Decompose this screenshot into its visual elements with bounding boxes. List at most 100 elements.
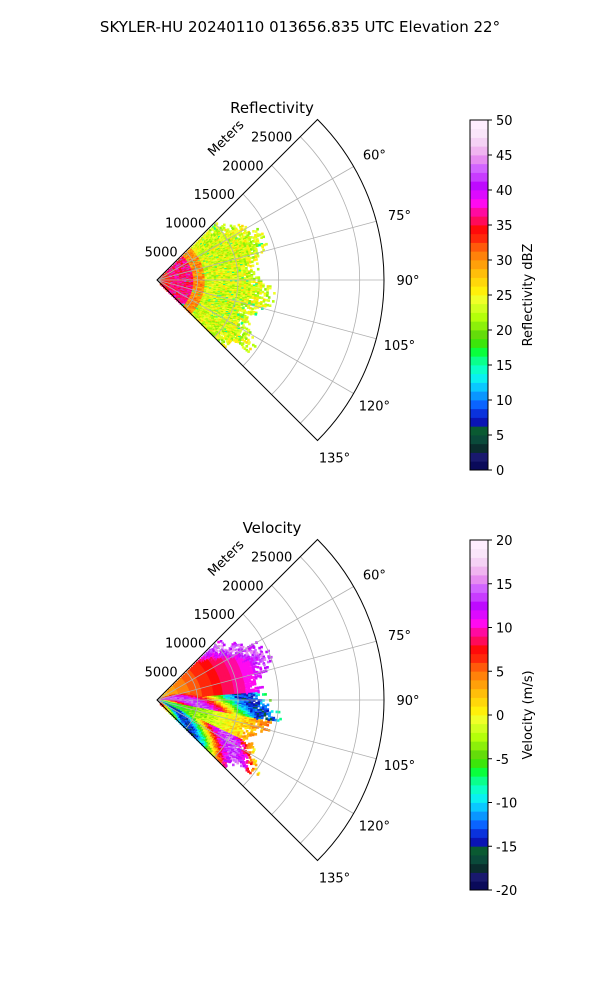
range-tick-label: 20000 — [222, 159, 263, 174]
colorbar-tick-label: 15 — [496, 359, 513, 374]
colorbar-segment — [470, 802, 488, 812]
colorbar-segment — [470, 128, 488, 138]
azimuth-tick-label: 105° — [384, 339, 415, 354]
panel-reflectivity: Reflectivity 5000 10000 15000 20000 25000 Mete… — [145, 99, 536, 479]
colorbar-segment — [470, 671, 488, 681]
colorbar-tick-label: -10 — [496, 797, 517, 812]
range-tick-label: 15000 — [194, 188, 235, 203]
colorbar-segment — [470, 566, 488, 576]
colorbar-tick-label: 0 — [496, 464, 504, 479]
colorbar-segment — [470, 400, 488, 410]
colorbar-segment — [470, 548, 488, 558]
azimuth-line — [156, 279, 354, 394]
colorbar-segment — [470, 583, 488, 593]
colorbar-segment — [470, 330, 488, 340]
colorbar-segment — [470, 312, 488, 322]
colorbar-tick-label: -5 — [496, 753, 509, 768]
azimuth-line — [156, 640, 377, 701]
colorbar-segment — [470, 242, 488, 252]
polar-grid — [156, 136, 384, 424]
colorbar-segment — [470, 846, 488, 856]
colorbar-segment — [470, 732, 488, 742]
azimuth-tick-label: 60° — [363, 569, 386, 584]
colorbar-segment — [470, 592, 488, 602]
colorbar-tick-label: 10 — [496, 394, 513, 409]
colorbar-tick-label: 0 — [496, 709, 504, 724]
colorbar: 0 5 10 15 20 25 30 35 40 45 50 Reflectivity dBZ — [469, 114, 536, 479]
azimuth-tick-label: 135° — [319, 871, 350, 886]
azimuth-tick-label: 90° — [396, 274, 419, 289]
colorbar-segment — [470, 557, 488, 567]
colorbar-segment — [470, 120, 488, 130]
azimuth-line — [156, 699, 377, 760]
azimuth-tick-label: 90° — [396, 694, 419, 709]
colorbar-tick-label: 5 — [496, 429, 504, 444]
colorbar-segment — [470, 347, 488, 357]
colorbar-tick-label: 15 — [496, 578, 513, 593]
colorbar-segment — [470, 881, 488, 891]
colorbar-segment — [470, 627, 488, 637]
colorbar-segment — [470, 268, 488, 278]
colorbar-segment — [470, 837, 488, 847]
colorbar-segment — [470, 706, 488, 716]
panel-title: Velocity — [243, 519, 302, 537]
colorbar-segment — [470, 443, 488, 453]
colorbar-segment — [470, 540, 488, 550]
colorbar-segment — [470, 872, 488, 882]
colorbar-segment — [470, 776, 488, 786]
colorbar-segment — [470, 338, 488, 348]
azimuth-tick-label: 60° — [363, 149, 386, 164]
colorbar-segment — [470, 828, 488, 838]
colorbar-segment — [470, 216, 488, 226]
colorbar-tick-label: 20 — [496, 324, 513, 339]
colorbar-tick-label: 30 — [496, 254, 513, 269]
colorbar: -20 -15 -10 -5 0 5 10 15 20 Velocity (m/s) — [469, 534, 536, 899]
polar-frame — [156, 538, 385, 862]
range-tick-label: 25000 — [251, 131, 292, 146]
colorbar-label: Reflectivity dBZ — [521, 244, 536, 347]
colorbar-tick-label: 10 — [496, 622, 513, 637]
colorbar-segment — [470, 618, 488, 628]
colorbar-segment — [470, 575, 488, 585]
colorbar-segment — [470, 356, 488, 366]
colorbar-tick-label: 50 — [496, 114, 513, 129]
range-tick-label: 15000 — [194, 608, 235, 623]
panel-velocity: Velocity 5000 10000 15000 20000 25000 Meters 60… — [145, 519, 536, 899]
colorbar-segment — [470, 653, 488, 663]
colorbar-segment — [470, 190, 488, 200]
colorbar-segment — [470, 391, 488, 401]
colorbar-segment — [470, 155, 488, 165]
colorbar-tick-label: 40 — [496, 184, 513, 199]
colorbar-segment — [470, 758, 488, 768]
panel-title: Reflectivity — [230, 99, 314, 117]
colorbar-segment — [470, 461, 488, 471]
colorbar-segment — [470, 251, 488, 261]
colorbar-tick-label: 20 — [496, 534, 513, 549]
colorbar-segment — [470, 198, 488, 208]
range-tick-label: 10000 — [165, 217, 206, 232]
colorbar-segment — [470, 811, 488, 821]
colorbar-segment — [470, 260, 488, 270]
range-tick-label: 20000 — [222, 579, 263, 594]
azimuth-tick-label: 75° — [388, 629, 411, 644]
colorbar-segment — [470, 408, 488, 418]
range-axis-label: Meters — [205, 118, 247, 160]
range-tick-label: 10000 — [165, 637, 206, 652]
colorbar-segment — [470, 321, 488, 331]
colorbar-segment — [470, 373, 488, 383]
colorbar-segment — [470, 295, 488, 305]
colorbar-segment — [470, 697, 488, 707]
colorbar-segment — [470, 286, 488, 296]
azimuth-tick-label: 75° — [388, 209, 411, 224]
colorbar-segment — [470, 452, 488, 462]
figure-title: SKYLER-HU 20240110 013656.835 UTC Elevat… — [100, 18, 500, 36]
colorbar-segment — [470, 645, 488, 655]
azimuth-tick-label: 105° — [384, 759, 415, 774]
colorbar-segment — [470, 225, 488, 235]
range-tick-label: 5000 — [145, 665, 178, 680]
colorbar-segment — [470, 688, 488, 698]
colorbar-segment — [470, 785, 488, 795]
colorbar-segment — [470, 163, 488, 173]
colorbar-segment — [470, 382, 488, 392]
